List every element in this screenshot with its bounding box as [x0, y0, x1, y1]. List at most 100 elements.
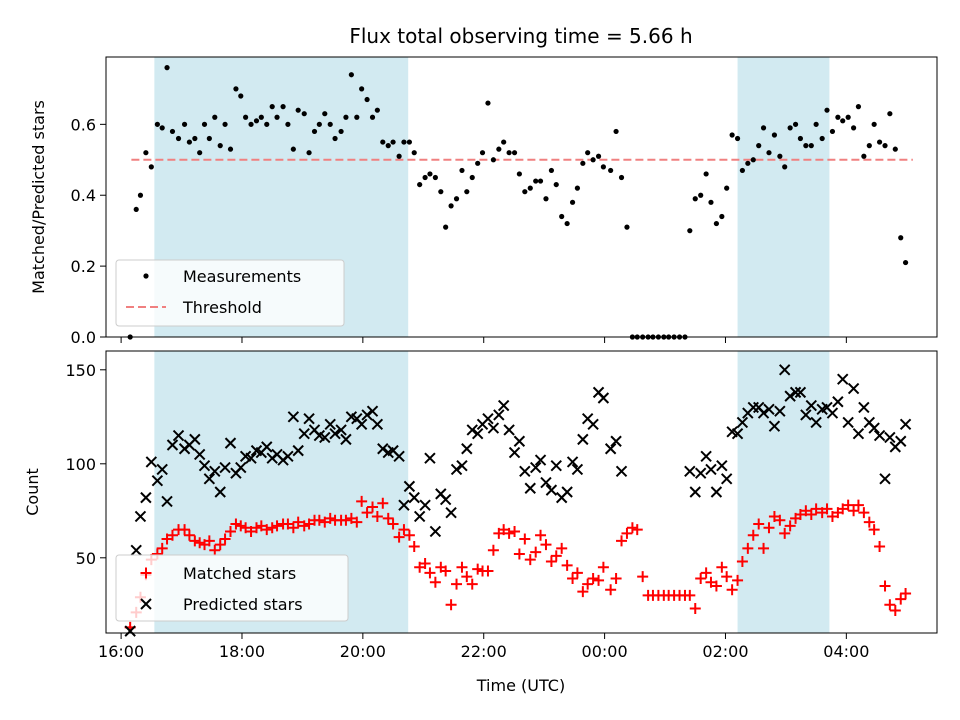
- measurement-point: [787, 125, 793, 131]
- measurement-point: [233, 86, 239, 92]
- y-tick-label: 150: [65, 361, 96, 380]
- legend-threshold-label: Threshold: [182, 298, 262, 317]
- measurement-point: [343, 114, 349, 120]
- predicted-star-point: [298, 428, 310, 440]
- predicted-star-point: [810, 416, 822, 429]
- matched-star-point: [419, 557, 431, 569]
- predicted-star-point: [805, 399, 817, 412]
- measurement-point: [201, 121, 208, 127]
- measurement-point: [364, 96, 370, 103]
- measurement-point: [417, 181, 423, 188]
- measurement-point: [422, 174, 428, 181]
- predicted-star-point: [566, 456, 579, 468]
- measurement-point: [739, 167, 745, 174]
- top-legend: Measurements Threshold: [115, 259, 345, 327]
- matched-star-point: [292, 516, 304, 528]
- measurement-point: [713, 220, 720, 227]
- matched-star-point: [852, 499, 864, 511]
- predicted-star-point: [852, 428, 865, 440]
- matched-star-point: [621, 527, 633, 539]
- matched-star-point: [513, 548, 525, 560]
- measurement-point: [511, 150, 518, 156]
- measurement-point: [803, 143, 809, 149]
- matched-star-point: [472, 563, 484, 575]
- matched-star-point: [440, 565, 452, 577]
- predicted-star-point: [847, 382, 860, 395]
- predicted-star-point: [219, 461, 231, 474]
- measurement-point: [222, 121, 228, 127]
- measurement-point: [448, 203, 454, 209]
- measurement-point: [475, 160, 481, 166]
- matched-star-point: [567, 572, 579, 584]
- y-tick-label: 0.2: [71, 257, 96, 276]
- measurement-point: [154, 121, 160, 127]
- measurement-point: [585, 150, 591, 156]
- matched-star-point: [631, 524, 643, 536]
- y-tick-label: 50: [76, 549, 96, 568]
- predicted-star-point: [768, 420, 781, 432]
- measurement-point: [385, 143, 391, 149]
- matched-star-point: [194, 537, 206, 549]
- predicted-star-point: [303, 412, 315, 425]
- predicted-star-point: [832, 396, 844, 408]
- measurement-point: [887, 111, 893, 117]
- measurement-point: [797, 135, 804, 142]
- matched-star-point: [805, 509, 817, 521]
- matched-star-point: [371, 510, 383, 522]
- chart-title: Flux total observing time = 5.66 h: [349, 24, 692, 48]
- matched-star-point: [377, 497, 389, 509]
- predicted-star-point: [151, 475, 164, 487]
- measurement-point: [840, 118, 846, 124]
- predicted-star-point: [529, 461, 542, 474]
- predicted-star-point: [261, 441, 273, 453]
- matched-star-point: [224, 525, 236, 537]
- predicted-star-point: [493, 409, 505, 421]
- measurement-point: [501, 139, 507, 145]
- measurement-point: [311, 128, 318, 135]
- measurement-point: [438, 189, 444, 195]
- x-tick-label: 20:00: [340, 642, 386, 661]
- measurement-point: [698, 192, 704, 198]
- measurement-point: [396, 153, 402, 159]
- measurement-point: [719, 213, 725, 220]
- predicted-star-point: [487, 422, 500, 434]
- matched-star-point: [848, 505, 860, 517]
- measurement-point: [443, 224, 449, 230]
- matched-star-point: [610, 572, 622, 584]
- predicted-star-point: [757, 407, 770, 419]
- measurement-point: [516, 171, 522, 177]
- measurement-point: [703, 171, 709, 177]
- y-tick-label: 0.6: [71, 115, 96, 134]
- matched-star-point: [874, 541, 886, 553]
- predicted-star-point: [689, 486, 701, 498]
- measurement-point: [248, 121, 254, 127]
- measurement-point: [432, 174, 438, 181]
- predicted-star-point: [198, 459, 211, 472]
- predicted-star-point: [408, 491, 420, 504]
- predicted-star-point: [497, 399, 510, 412]
- predicted-star-point: [561, 486, 573, 498]
- predicted-star-point: [235, 461, 247, 474]
- matched-star-point: [710, 580, 722, 592]
- measurement-point: [708, 199, 714, 205]
- matched-star-point: [503, 527, 515, 539]
- matched-star-point: [266, 522, 278, 534]
- measurement-point: [316, 121, 322, 127]
- bottom-y-ticks: 50 100 150: [65, 361, 106, 568]
- matched-star-point: [424, 567, 436, 579]
- matched-star-point: [445, 599, 457, 611]
- matched-star-point: [821, 503, 833, 515]
- matched-star-point: [758, 542, 770, 554]
- measurement-point: [760, 125, 767, 131]
- predicted-star-point: [842, 416, 854, 429]
- shaded-region: [737, 351, 830, 633]
- matched-star-point: [736, 556, 748, 568]
- matched-star-point: [429, 576, 441, 588]
- shaded-region: [737, 57, 830, 337]
- matched-star-point: [810, 503, 822, 515]
- measurement-point: [285, 121, 291, 127]
- measurement-point: [348, 72, 354, 78]
- predicted-star-point: [597, 392, 610, 404]
- measurement-point: [882, 143, 888, 149]
